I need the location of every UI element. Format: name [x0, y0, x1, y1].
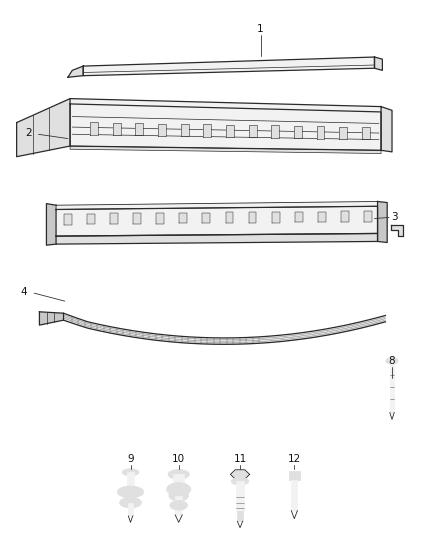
- Polygon shape: [56, 206, 378, 236]
- Text: 8: 8: [389, 357, 396, 366]
- Ellipse shape: [386, 358, 398, 364]
- Polygon shape: [378, 201, 387, 243]
- Polygon shape: [271, 125, 279, 138]
- Polygon shape: [226, 125, 234, 137]
- Ellipse shape: [166, 483, 191, 496]
- Text: 11: 11: [233, 455, 247, 464]
- Polygon shape: [364, 211, 372, 222]
- Text: 12: 12: [288, 455, 301, 464]
- Polygon shape: [391, 225, 403, 236]
- Polygon shape: [202, 213, 210, 223]
- Polygon shape: [158, 124, 166, 136]
- Polygon shape: [68, 66, 83, 77]
- Bar: [291, 480, 297, 511]
- Polygon shape: [294, 126, 302, 138]
- Bar: [127, 472, 134, 490]
- Polygon shape: [181, 124, 189, 136]
- Polygon shape: [381, 107, 392, 152]
- Bar: [237, 511, 243, 521]
- Polygon shape: [295, 212, 303, 222]
- Bar: [236, 481, 244, 511]
- Polygon shape: [70, 99, 381, 112]
- Ellipse shape: [120, 497, 141, 508]
- Polygon shape: [70, 104, 381, 150]
- Text: 2: 2: [25, 128, 32, 138]
- Polygon shape: [230, 470, 250, 479]
- Polygon shape: [362, 127, 370, 139]
- Ellipse shape: [122, 469, 139, 476]
- Polygon shape: [226, 213, 233, 223]
- Ellipse shape: [170, 500, 187, 510]
- Polygon shape: [249, 212, 257, 223]
- Ellipse shape: [168, 470, 189, 479]
- Ellipse shape: [117, 486, 144, 498]
- Polygon shape: [318, 212, 326, 222]
- Bar: [390, 361, 394, 413]
- Polygon shape: [113, 123, 121, 135]
- Bar: [289, 471, 300, 480]
- Polygon shape: [156, 213, 164, 224]
- Bar: [128, 503, 133, 516]
- Polygon shape: [272, 212, 279, 223]
- Polygon shape: [203, 124, 211, 136]
- Polygon shape: [70, 146, 381, 154]
- Polygon shape: [64, 214, 72, 224]
- Polygon shape: [249, 125, 257, 138]
- Polygon shape: [83, 57, 374, 76]
- Polygon shape: [90, 123, 98, 135]
- Polygon shape: [133, 213, 141, 224]
- Ellipse shape: [231, 478, 249, 485]
- Bar: [175, 496, 182, 515]
- Polygon shape: [374, 57, 382, 70]
- Text: 3: 3: [391, 213, 398, 222]
- Text: 4: 4: [21, 287, 28, 296]
- Polygon shape: [135, 123, 143, 135]
- Polygon shape: [179, 213, 187, 223]
- Polygon shape: [39, 312, 64, 325]
- Polygon shape: [341, 212, 349, 222]
- Text: 9: 9: [127, 455, 134, 464]
- Bar: [173, 474, 184, 490]
- Polygon shape: [56, 233, 378, 244]
- Polygon shape: [46, 204, 56, 245]
- Polygon shape: [110, 213, 118, 224]
- Polygon shape: [87, 214, 95, 224]
- Polygon shape: [317, 126, 325, 139]
- Polygon shape: [17, 99, 70, 157]
- Text: 10: 10: [172, 455, 185, 464]
- Ellipse shape: [169, 490, 188, 501]
- Text: 1: 1: [257, 25, 264, 34]
- Polygon shape: [56, 201, 378, 209]
- Polygon shape: [339, 127, 347, 139]
